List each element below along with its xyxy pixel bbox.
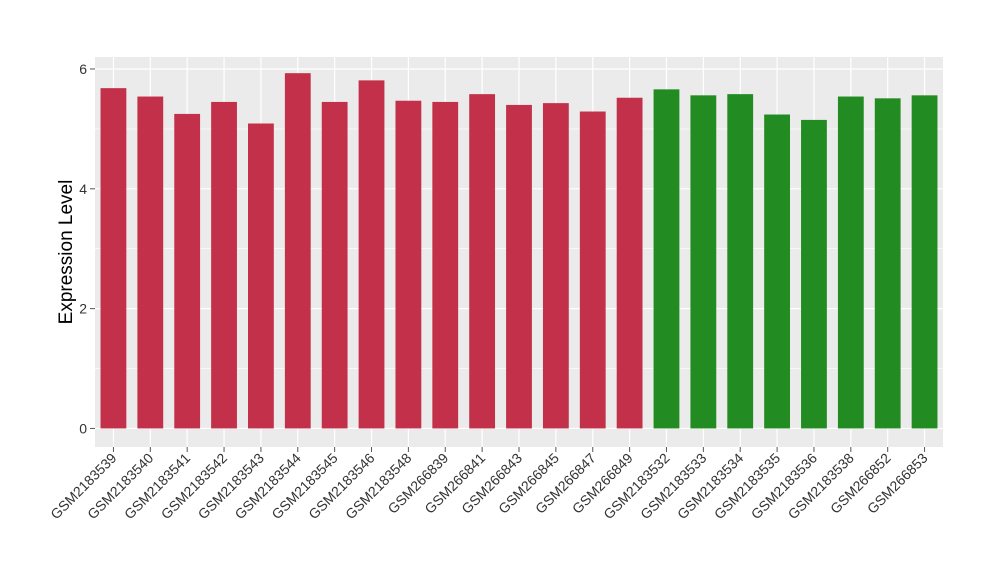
bars: [100, 73, 938, 429]
bar-GSM2183545: [321, 101, 348, 429]
y-tick-label: 0: [79, 420, 87, 436]
bar-GSM2183543: [248, 123, 274, 429]
y-tick-label: 2: [79, 301, 87, 317]
bar-GSM2183548: [395, 100, 422, 429]
bar-GSM2183535: [764, 114, 790, 429]
y-tick-label: 4: [79, 181, 87, 197]
bar-GSM266852: [874, 98, 901, 429]
x-axis: GSM2183539GSM2183540GSM2183541GSM2183542…: [47, 447, 931, 522]
bar-GSM2183541: [174, 113, 201, 429]
bar-GSM266843: [506, 104, 532, 429]
y-tick-label: 6: [79, 61, 87, 77]
y-axis-title: Expression Level: [56, 180, 77, 325]
bar-GSM266845: [542, 103, 569, 429]
bar-GSM2183540: [137, 96, 164, 429]
bar-GSM2183544: [284, 73, 311, 429]
bar-GSM266853: [911, 95, 938, 429]
bar-GSM2183539: [100, 88, 127, 429]
bar-GSM2183536: [801, 119, 827, 429]
bar-GSM2183542: [211, 101, 237, 429]
bar-GSM2183546: [358, 80, 385, 429]
bar-GSM2183534: [727, 94, 754, 429]
bar-GSM2183533: [690, 95, 717, 429]
bar-GSM266847: [579, 111, 606, 429]
bar-GSM266839: [432, 101, 459, 429]
bar-GSM2183538: [837, 96, 864, 429]
y-axis: 0 2 4 6: [79, 61, 95, 436]
bar-GSM266849: [616, 97, 643, 429]
bar-GSM2183532: [653, 89, 680, 429]
bar-GSM266841: [469, 94, 496, 429]
